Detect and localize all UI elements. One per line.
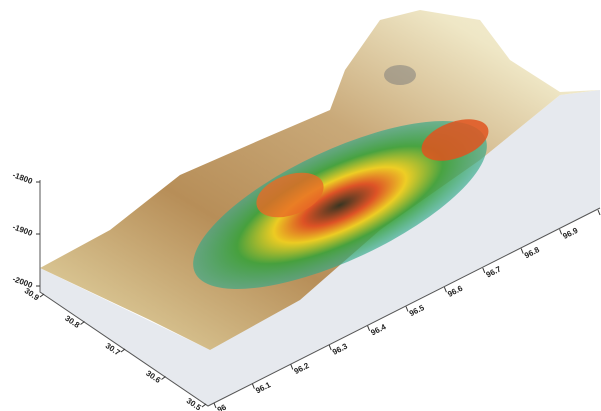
x-tick-label: 96.1 <box>254 380 272 395</box>
y-tick <box>201 403 207 408</box>
y-tick <box>161 376 166 380</box>
x-tick-label: 96.6 <box>446 284 464 299</box>
x-tick <box>482 267 486 274</box>
x-tick-label: 96.8 <box>523 245 541 260</box>
x-tick <box>213 402 217 409</box>
x-tick <box>559 229 563 235</box>
z-tick-label: -1900 <box>11 222 34 238</box>
x-tick-label: 96.3 <box>331 341 349 356</box>
z-tick-label: -2000 <box>11 274 34 290</box>
z-tick-label: -1800 <box>11 170 34 186</box>
side-wall <box>40 90 600 406</box>
x-tick <box>405 306 409 312</box>
shadow <box>384 65 416 85</box>
anomaly-peak <box>421 119 489 161</box>
x-tick-label: 96 <box>216 402 229 411</box>
surface-render <box>39 10 601 407</box>
x-tick <box>520 248 524 254</box>
x-tick-label: 96.2 <box>293 361 311 376</box>
x-tick <box>367 325 371 331</box>
y-tick <box>120 348 126 353</box>
x-tick-label: 96.4 <box>369 322 387 337</box>
x-tick-label: 96.5 <box>408 303 426 318</box>
x-tick <box>443 287 447 293</box>
x-tick <box>290 364 294 370</box>
x-tick <box>597 209 601 216</box>
x-tick <box>328 344 332 351</box>
x-tick-label: 97 <box>600 209 601 221</box>
y-tick <box>39 293 45 298</box>
y-tick-label: 30.9 <box>23 286 41 302</box>
y-tick <box>80 321 85 325</box>
axis-line <box>39 180 601 407</box>
x-tick-label: 96.7 <box>485 264 503 279</box>
x-tick-label: 96.9 <box>561 226 579 241</box>
x-tick <box>251 383 255 389</box>
anomaly-peak <box>256 172 324 218</box>
anomaly <box>193 120 487 290</box>
